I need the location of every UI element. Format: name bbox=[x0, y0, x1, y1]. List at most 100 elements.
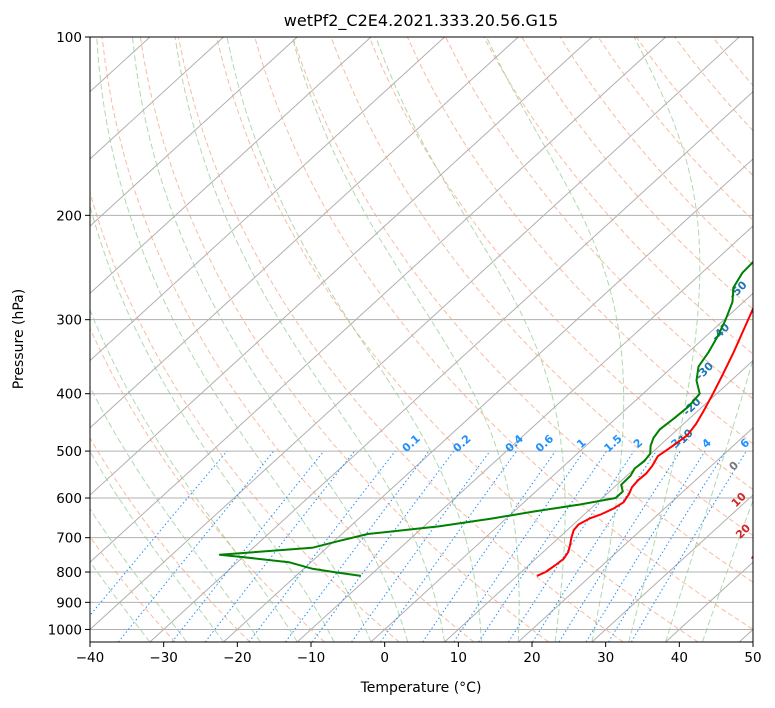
dry-adiabat bbox=[635, 37, 753, 177]
moist-adiabat-label: 10 bbox=[729, 490, 749, 510]
dry-adiabat bbox=[750, 37, 753, 41]
moist-adiabat-label: 20 bbox=[733, 521, 753, 541]
moist-adiabat bbox=[375, 37, 566, 642]
mixing-ratio-line bbox=[90, 450, 228, 617]
plot-frame bbox=[89, 36, 754, 643]
dry-adiabat bbox=[406, 37, 753, 445]
mixing-ratio-line bbox=[117, 450, 275, 642]
line-labels: 0.10.20.40.611.52346810131620253036-100-… bbox=[400, 230, 775, 598]
moist-adiabat bbox=[486, 37, 625, 642]
mixing-ratio-line bbox=[453, 450, 585, 642]
axis-ticks: −40 −30 −20 −10 0 10 20 30 40 5010020030040050060… bbox=[48, 30, 762, 666]
profile-series bbox=[218, 260, 753, 577]
isotherm-line bbox=[223, 158, 753, 642]
isotherm-line bbox=[90, 37, 224, 160]
y-tick-label: 200 bbox=[56, 208, 82, 224]
mixing-ratio-line bbox=[585, 450, 706, 642]
isotherm-line bbox=[90, 37, 372, 295]
mixing-ratio-line bbox=[558, 450, 681, 642]
moist-adiabat-label: 30 bbox=[749, 546, 769, 566]
moist-adiabat bbox=[90, 507, 188, 642]
dry-adiabat bbox=[597, 37, 753, 221]
dry-adiabat bbox=[445, 37, 753, 400]
mixing-ratio-line bbox=[608, 450, 727, 642]
background-lines bbox=[0, 37, 753, 642]
dry-adiabat bbox=[483, 37, 753, 355]
mixing-ratio-line bbox=[171, 450, 325, 642]
chart-title: wetPf2_C2E4.2021.333.20.56.G15 bbox=[284, 11, 558, 31]
mixing-ratio-label: 6 bbox=[738, 436, 753, 451]
mixing-ratio-label: 8 bbox=[767, 436, 775, 451]
mixing-ratio-line bbox=[285, 450, 430, 642]
mixing-ratio-label: 2 bbox=[631, 436, 645, 451]
moist-adiabat bbox=[90, 385, 261, 642]
moist-adiabat bbox=[90, 450, 225, 642]
y-axis-label: Pressure (hPa) bbox=[11, 289, 27, 389]
moist-adiabat bbox=[132, 37, 409, 642]
x-axis-label: Temperature (°C) bbox=[360, 680, 482, 696]
mixing-ratio-label: 4 bbox=[699, 436, 714, 451]
mixing-ratio-line bbox=[422, 450, 556, 642]
x-tick-label: 40 bbox=[671, 650, 688, 666]
dewpoint-line bbox=[218, 260, 753, 577]
dry-adiabat bbox=[330, 37, 753, 537]
y-tick-label: 900 bbox=[56, 595, 82, 611]
isotherm-line bbox=[149, 90, 753, 642]
isotherm-line bbox=[90, 37, 519, 429]
isotherm-line bbox=[444, 359, 753, 642]
isotherm-line bbox=[90, 37, 666, 563]
isotherm-line bbox=[370, 292, 753, 642]
mixing-ratio-line bbox=[204, 450, 355, 642]
y-tick-label: 700 bbox=[56, 531, 82, 547]
moist-adiabat bbox=[90, 204, 335, 642]
x-tick-label: −10 bbox=[297, 650, 326, 666]
x-tick-label: −20 bbox=[223, 650, 252, 666]
isotherm-line bbox=[0, 37, 3, 642]
y-tick-label: 800 bbox=[56, 565, 82, 581]
dry-adiabat bbox=[139, 37, 549, 642]
isotherm-line bbox=[90, 37, 298, 227]
moist-adiabat-label: 40 bbox=[754, 578, 774, 598]
isotherm-line bbox=[738, 628, 753, 642]
isotherm-line bbox=[90, 37, 740, 631]
y-tick-label: 100 bbox=[56, 30, 82, 46]
x-tick-label: 20 bbox=[523, 650, 540, 666]
mixing-ratio-line bbox=[379, 450, 518, 642]
mixing-ratio-line bbox=[507, 450, 635, 642]
dry-adiabat bbox=[177, 37, 624, 642]
y-tick-label: 400 bbox=[56, 387, 82, 403]
isotherm-line bbox=[90, 37, 593, 496]
isotherm-line bbox=[591, 494, 753, 642]
isotherm-line bbox=[296, 225, 753, 642]
moist-adiabat bbox=[96, 37, 372, 642]
mixing-ratio-line bbox=[351, 450, 491, 642]
mixing-ratio-label: 1 bbox=[574, 436, 588, 451]
x-tick-label: 10 bbox=[450, 650, 467, 666]
x-tick-label: 50 bbox=[744, 650, 761, 666]
mixing-ratio-line bbox=[311, 450, 455, 642]
dry-adiabat bbox=[559, 37, 753, 266]
isotherm-zero-label: 0 bbox=[727, 459, 742, 474]
x-tick-label: 30 bbox=[597, 650, 614, 666]
dry-adiabat-label: -60 bbox=[750, 230, 773, 253]
moist-adiabat bbox=[226, 37, 482, 642]
dry-adiabat bbox=[292, 37, 753, 583]
moist-adiabat bbox=[174, 37, 446, 642]
y-tick-label: 600 bbox=[56, 491, 82, 507]
isotherm-line bbox=[90, 37, 445, 362]
dry-adiabat bbox=[254, 37, 753, 630]
y-tick-label: 1000 bbox=[48, 622, 82, 638]
moist-adiabat bbox=[291, 37, 520, 642]
isotherm-line bbox=[517, 427, 753, 642]
dry-adiabat bbox=[216, 37, 699, 642]
temperature-line bbox=[536, 306, 753, 577]
dry-adiabat bbox=[101, 37, 475, 642]
moist-adiabat bbox=[665, 357, 753, 642]
dry-adiabat bbox=[90, 190, 400, 642]
mixing-ratio-line bbox=[478, 450, 608, 642]
x-tick-label: 0 bbox=[380, 650, 389, 666]
dry-adiabat bbox=[521, 37, 753, 310]
y-tick-label: 500 bbox=[56, 444, 82, 460]
moist-adiabat bbox=[90, 308, 298, 642]
